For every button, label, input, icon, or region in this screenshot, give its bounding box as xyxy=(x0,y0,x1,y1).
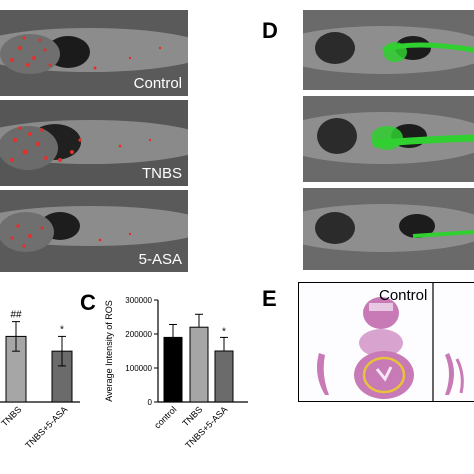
panel-d-letter: D xyxy=(262,18,278,43)
panel-e-letter: E xyxy=(262,286,277,311)
significance-label: * xyxy=(222,326,226,337)
bar xyxy=(189,326,209,403)
ros-intensity-chart: 0 100000 200000 300000 Average Intensity of … xyxy=(104,296,248,451)
y-tick-label: 100000 xyxy=(125,364,152,373)
x-tick-label: TNBS xyxy=(0,404,23,428)
he-image-frame: Control xyxy=(298,282,474,402)
bar xyxy=(214,350,234,403)
significance-label: * xyxy=(60,324,64,335)
gfp-image-1 xyxy=(303,10,474,90)
ros-image-label: Control xyxy=(133,75,182,92)
gfp-image-3 xyxy=(303,188,474,270)
y-axis-label: Average Intensity of ROS xyxy=(104,300,114,401)
significance-label: ## xyxy=(10,310,22,321)
x-tick-label: control xyxy=(152,404,178,430)
he-section-image xyxy=(299,283,474,401)
gfp-image-2 xyxy=(303,96,474,182)
ros-image-label: 5-ASA xyxy=(138,251,182,268)
y-tick-label: 200000 xyxy=(125,330,152,339)
ros-image-tnbs: TNBS xyxy=(0,100,188,186)
y-tick-label: 0 xyxy=(148,398,153,407)
x-tick-label: TNBS+5-ASA xyxy=(23,404,69,450)
bar xyxy=(163,336,183,403)
ros-image-5asa: 5-ASA xyxy=(0,190,188,272)
panel-c-letter: C xyxy=(80,290,96,315)
he-image-label: Control xyxy=(379,287,428,304)
ros-image-control: Control xyxy=(0,10,188,96)
partial-bar-chart: ## TNBS * TNBS+5-ASA xyxy=(0,310,80,451)
ros-image-label: TNBS xyxy=(141,165,182,182)
y-tick-label: 300000 xyxy=(125,296,152,305)
